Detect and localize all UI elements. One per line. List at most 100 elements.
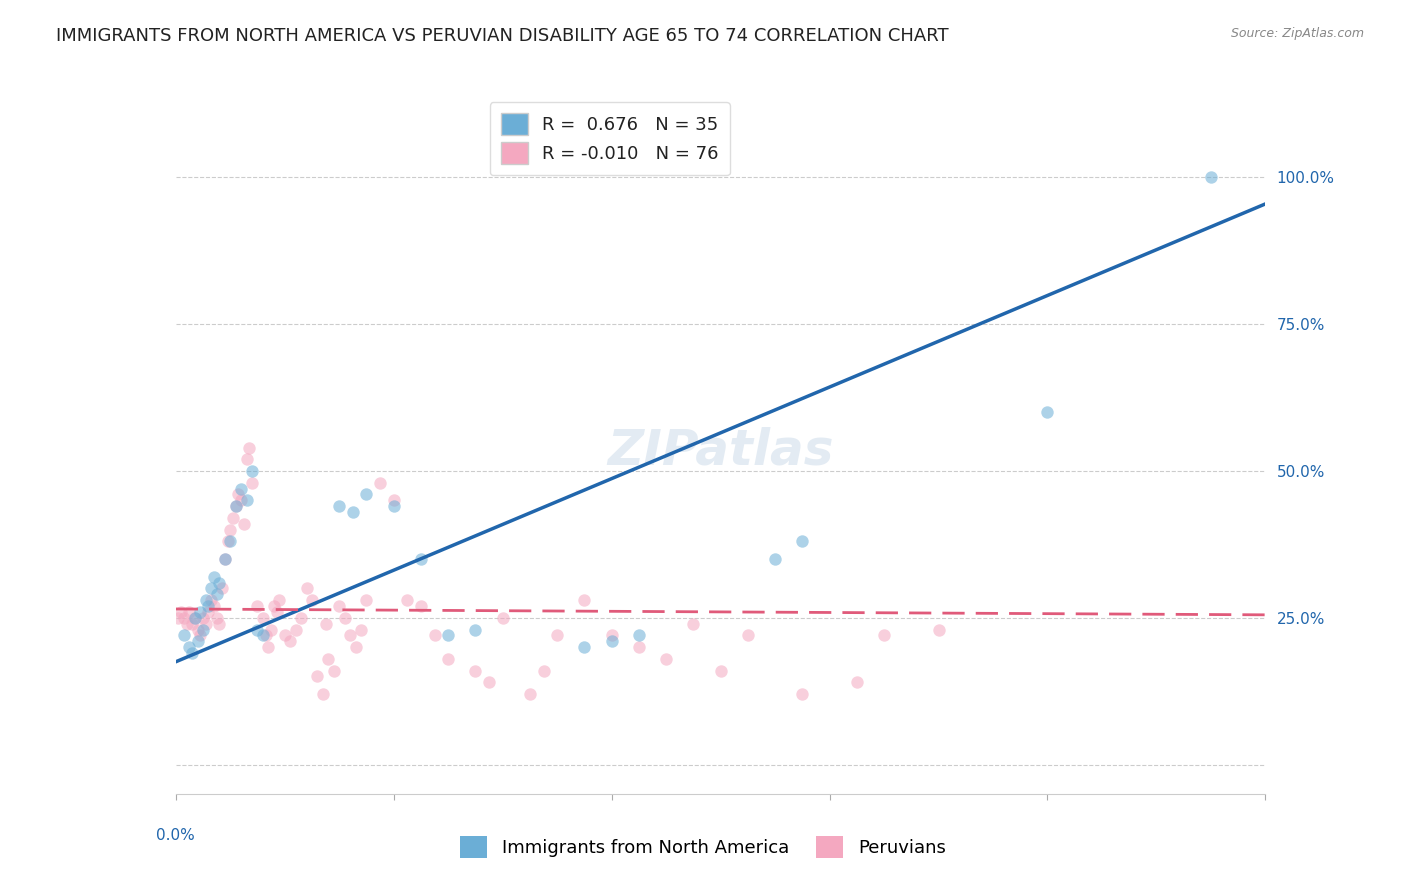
Point <box>246 599 269 613</box>
Point <box>200 582 222 596</box>
Point <box>179 640 201 654</box>
Point <box>655 652 678 666</box>
Point <box>763 552 786 566</box>
Point <box>179 605 201 619</box>
Point <box>232 516 254 531</box>
Point <box>246 623 269 637</box>
Point <box>269 593 291 607</box>
Point <box>191 611 214 625</box>
Point <box>519 687 541 701</box>
Point <box>356 593 378 607</box>
Point <box>173 611 195 625</box>
Point <box>186 623 209 637</box>
Point <box>197 605 219 619</box>
Point <box>188 628 211 642</box>
Point <box>627 628 650 642</box>
Point <box>200 593 222 607</box>
Point <box>252 611 274 625</box>
Point <box>170 605 193 619</box>
Point <box>533 664 555 678</box>
Point <box>396 593 419 607</box>
Point <box>197 599 219 613</box>
Point <box>222 511 245 525</box>
Point <box>208 616 231 631</box>
Point <box>873 628 896 642</box>
Point <box>600 628 623 642</box>
Point <box>184 611 207 625</box>
Text: Source: ZipAtlas.com: Source: ZipAtlas.com <box>1230 27 1364 40</box>
Point <box>301 593 323 607</box>
Legend: Immigrants from North America, Peruvians: Immigrants from North America, Peruvians <box>453 829 953 865</box>
Point <box>478 675 501 690</box>
Point <box>184 611 207 625</box>
Point <box>194 616 217 631</box>
Point <box>682 616 704 631</box>
Point <box>211 582 233 596</box>
Point <box>350 623 373 637</box>
Point <box>235 493 257 508</box>
Point <box>278 634 301 648</box>
Point <box>409 552 432 566</box>
Point <box>356 487 378 501</box>
Point <box>188 605 211 619</box>
Point <box>231 493 253 508</box>
Point <box>312 687 335 701</box>
Point <box>225 500 247 514</box>
Point <box>263 599 285 613</box>
Point <box>1199 170 1222 185</box>
Point <box>252 628 274 642</box>
Point <box>228 487 250 501</box>
Point <box>167 611 190 625</box>
Point <box>238 441 260 455</box>
Text: ZIPatlas: ZIPatlas <box>607 426 834 475</box>
Point <box>409 599 432 613</box>
Point <box>284 623 307 637</box>
Point <box>627 640 650 654</box>
Point <box>928 623 950 637</box>
Point <box>437 652 460 666</box>
Point <box>240 464 263 478</box>
Point <box>217 534 239 549</box>
Point <box>254 628 277 642</box>
Point <box>423 628 446 642</box>
Point <box>295 582 318 596</box>
Point <box>382 500 405 514</box>
Point <box>333 611 356 625</box>
Point <box>600 634 623 648</box>
Point <box>202 569 225 583</box>
Point <box>290 611 312 625</box>
Point <box>328 599 350 613</box>
Point <box>339 628 361 642</box>
Point <box>260 623 283 637</box>
Text: IMMIGRANTS FROM NORTH AMERICA VS PERUVIAN DISABILITY AGE 65 TO 74 CORRELATION CH: IMMIGRANTS FROM NORTH AMERICA VS PERUVIA… <box>56 27 949 45</box>
Point <box>219 534 242 549</box>
Point <box>219 523 242 537</box>
Point <box>710 664 733 678</box>
Point <box>492 611 515 625</box>
Point <box>266 605 288 619</box>
Point <box>181 646 204 660</box>
Point <box>322 664 344 678</box>
Point <box>307 669 329 683</box>
Point <box>368 475 391 490</box>
Point <box>235 452 257 467</box>
Point <box>181 616 204 631</box>
Point <box>186 634 209 648</box>
Point <box>342 505 364 519</box>
Point <box>464 623 486 637</box>
Point <box>574 640 596 654</box>
Point <box>344 640 367 654</box>
Point <box>574 593 596 607</box>
Point <box>464 664 486 678</box>
Point <box>194 593 217 607</box>
Point <box>214 552 236 566</box>
Point <box>792 534 814 549</box>
Point <box>437 628 460 642</box>
Point <box>214 552 236 566</box>
Point <box>382 493 405 508</box>
Point <box>274 628 297 642</box>
Point <box>176 616 198 631</box>
Point <box>208 575 231 590</box>
Point <box>231 482 253 496</box>
Point <box>792 687 814 701</box>
